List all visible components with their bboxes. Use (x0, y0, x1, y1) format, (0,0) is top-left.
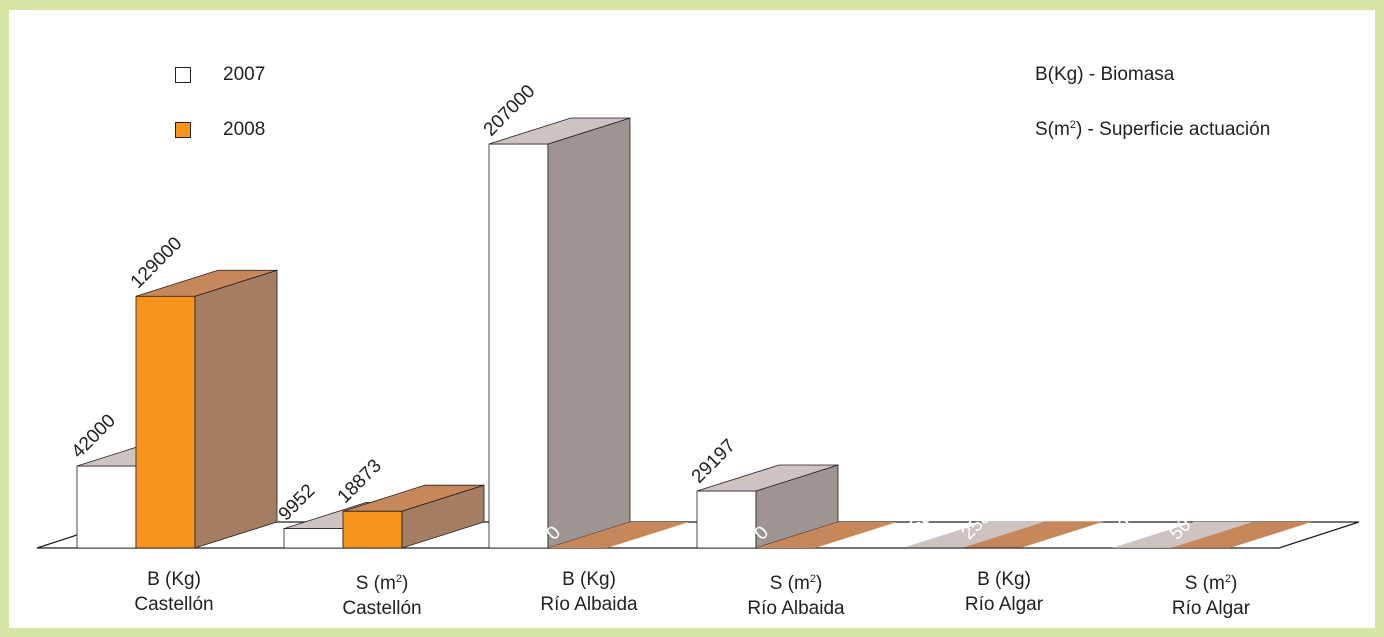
legend-label-2008: 2008 (223, 119, 266, 140)
legend-swatch-2008 (175, 122, 191, 138)
category-label-2-sup: 2 (395, 573, 402, 585)
note-superficie-suffix: ) - Superficie actuación (1075, 119, 1271, 140)
bar-2008-3-top (548, 522, 689, 548)
bar-2008-6-top (1171, 521, 1312, 548)
bar-2007-3-front (488, 143, 549, 549)
category-label-4: S (m2) Río Albaida (696, 567, 896, 621)
bar-2008-4 (756, 522, 897, 548)
legend-item-2008: 2008 (175, 119, 265, 141)
bar-2008-5-top (963, 521, 1104, 548)
category-label-2-suffix: ) (401, 573, 409, 594)
category-label-5-line2: Río Algar (964, 594, 1044, 615)
category-label-6-suffix: ) (1230, 573, 1238, 594)
bar-2008-5 (963, 521, 1104, 548)
note-biomasa-text: B(Kg) - Biomasa (1035, 64, 1175, 85)
note-superficie: S(m2) - Superficie actuación (1035, 119, 1270, 141)
chart-panel: 42000 129000 9952 18873 207000 0 29197 0 250 250 5… (9, 10, 1375, 628)
category-label-5: B (Kg) Río Algar (904, 567, 1104, 617)
category-label-1-line1: B (Kg) (147, 569, 201, 590)
category-label-6-line2: Río Algar (1171, 598, 1251, 619)
category-label-2: S (m2) Castellón (282, 567, 482, 621)
bar-2007-3 (488, 117, 631, 549)
bar-2007-6 (1112, 521, 1253, 548)
category-label-6-line1: S (m (1184, 573, 1225, 594)
category-label-3-line1: B (Kg) (562, 569, 616, 590)
note-biomasa: B(Kg) - Biomasa (1035, 64, 1174, 86)
category-label-6: S (m2) Río Algar (1111, 567, 1311, 621)
bar-2007-4-top (696, 464, 839, 492)
bar-2008-2 (342, 484, 485, 549)
bar-2007-5 (904, 521, 1045, 548)
category-label-1: B (Kg) Castellón (74, 567, 274, 617)
bar-2007-2-front (283, 528, 344, 549)
note-superficie-prefix: S(m (1035, 119, 1070, 140)
bar-2007-4 (696, 464, 839, 549)
note-superficie-sup: 2 (1069, 119, 1076, 131)
category-label-4-suffix: ) (815, 573, 823, 594)
legend-label-2007: 2007 (223, 64, 266, 85)
category-label-3-line2: Río Albaida (540, 594, 638, 615)
bar-2008-2-front (342, 510, 403, 549)
bar-2008-1-top (135, 269, 278, 297)
category-label-6-sup: 2 (1224, 573, 1231, 585)
bar-2008-1-front (135, 295, 196, 549)
bar-2007-4-front (696, 490, 757, 549)
category-label-3: B (Kg) Río Albaida (489, 567, 689, 617)
category-label-2-line2: Castellón (342, 598, 422, 619)
category-label-2-line1: S (m (355, 573, 396, 594)
bar-2007-1-front (76, 465, 137, 549)
bar-2008-3 (548, 522, 689, 548)
bar-2008-4-top (756, 522, 897, 548)
bar-2008-1 (135, 269, 278, 549)
category-label-5-line1: B (Kg) (977, 569, 1031, 590)
bar-2008-2-top (342, 484, 485, 512)
category-label-4-sup: 2 (809, 573, 816, 585)
bar-2007-6-top (1112, 521, 1253, 548)
category-label-1-line2: Castellón (134, 594, 214, 615)
legend-swatch-2007 (175, 67, 191, 83)
bar-2008-1-side (194, 269, 278, 549)
category-label-4-line2: Río Albaida (747, 598, 845, 619)
bar-2008-6 (1171, 521, 1312, 548)
bar-2007-3-side (547, 117, 631, 549)
bar-2007-3-top (488, 117, 631, 145)
legend-item-2007: 2007 (175, 64, 265, 86)
bar-2007-5-top (904, 521, 1045, 548)
category-label-4-line1: S (m (769, 573, 810, 594)
value-label-2007-2: 9952 (275, 480, 320, 525)
